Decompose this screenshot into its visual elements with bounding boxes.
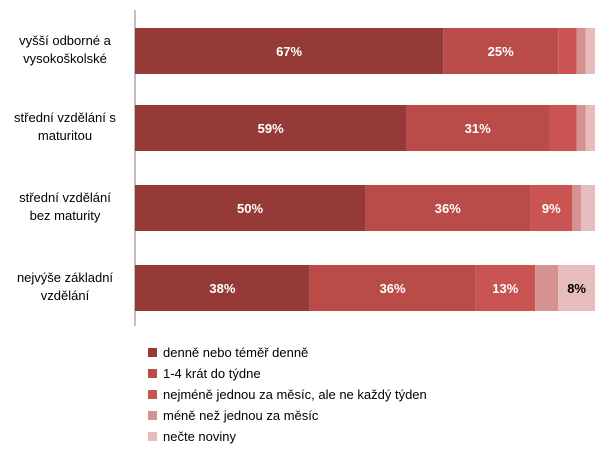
legend-swatch <box>148 411 157 420</box>
bar-segment-3-5 <box>581 185 595 231</box>
category-label-line: střední vzdělání s <box>14 110 116 125</box>
category-label-line: vysokoškolské <box>23 51 107 66</box>
bar-segment-4-3 <box>475 265 536 311</box>
legend-swatch <box>148 390 157 399</box>
category-label: střední vzdělání s maturitou <box>2 109 128 145</box>
data-label: 8% <box>567 281 586 296</box>
category-label: vyšší odborné a vysokoškolské <box>2 32 128 68</box>
data-label: 50% <box>237 201 263 216</box>
legend-swatch <box>148 369 157 378</box>
bar-segment-4-4 <box>535 265 559 311</box>
data-label: 36% <box>435 201 461 216</box>
data-label: 67% <box>276 44 302 59</box>
bar-segment-2-1 <box>135 105 407 151</box>
data-label: 36% <box>380 281 406 296</box>
bar-segment-1-1 <box>135 28 444 74</box>
category-label-line: bez maturity <box>29 208 101 223</box>
category-label: střední vzdělání bez maturity <box>2 189 128 225</box>
data-label: 38% <box>209 281 235 296</box>
bar-segment-1-3 <box>558 28 577 74</box>
bar-segment-3-1 <box>135 185 365 231</box>
bar-segment-4-1 <box>135 265 310 311</box>
bar-segment-4-2 <box>309 265 476 311</box>
bar-segment-2-2 <box>406 105 549 151</box>
category-label-line: maturitou <box>37 128 93 143</box>
bar-segment-3-2 <box>365 185 531 231</box>
data-label: 31% <box>465 121 491 136</box>
bar-segment-1-5 <box>585 28 595 74</box>
data-label: 25% <box>488 44 514 59</box>
bar-segment-1-4 <box>576 28 586 74</box>
data-label: 59% <box>258 121 284 136</box>
category-label-line: vzdělání <box>40 288 90 303</box>
legend-item: nejméně jednou za měsíc, ale ne každý tý… <box>148 384 427 405</box>
bar-segment-3-3 <box>530 185 572 231</box>
legend-item: méně než jednou za měsíc <box>148 405 427 426</box>
bar-segment-2-3 <box>549 105 577 151</box>
bar-segment-3-4 <box>572 185 582 231</box>
legend-swatch <box>148 432 157 441</box>
bar-segment-1-2 <box>443 28 559 74</box>
bar-segment-4-5 <box>558 265 595 311</box>
legend-item: 1-4 krát do týdne <box>148 363 427 384</box>
category-label-line: nejvýše základní <box>16 270 114 285</box>
legend-label: denně nebo téměř denně <box>163 345 309 360</box>
data-label: 9% <box>542 201 561 216</box>
category-label: nejvýše základní vzdělání <box>2 269 128 305</box>
legend-label: nejméně jednou za měsíc, ale ne každý tý… <box>163 387 427 402</box>
legend-swatch <box>148 348 157 357</box>
category-label-line: střední vzdělání <box>19 190 111 205</box>
legend-label: méně než jednou za měsíc <box>163 408 319 423</box>
legend-item: nečte noviny <box>148 426 427 447</box>
bar-segment-2-4 <box>576 105 586 151</box>
bar-segment-2-5 <box>585 105 595 151</box>
legend-item: denně nebo téměř denně <box>148 342 427 363</box>
legend-label: 1-4 krát do týdne <box>163 366 261 381</box>
legend-label: nečte noviny <box>163 429 236 444</box>
category-label-line: vyšší odborné a <box>19 33 111 48</box>
data-label: 13% <box>492 281 518 296</box>
legend: denně nebo téměř denně 1-4 krát do týdne n… <box>148 342 427 447</box>
